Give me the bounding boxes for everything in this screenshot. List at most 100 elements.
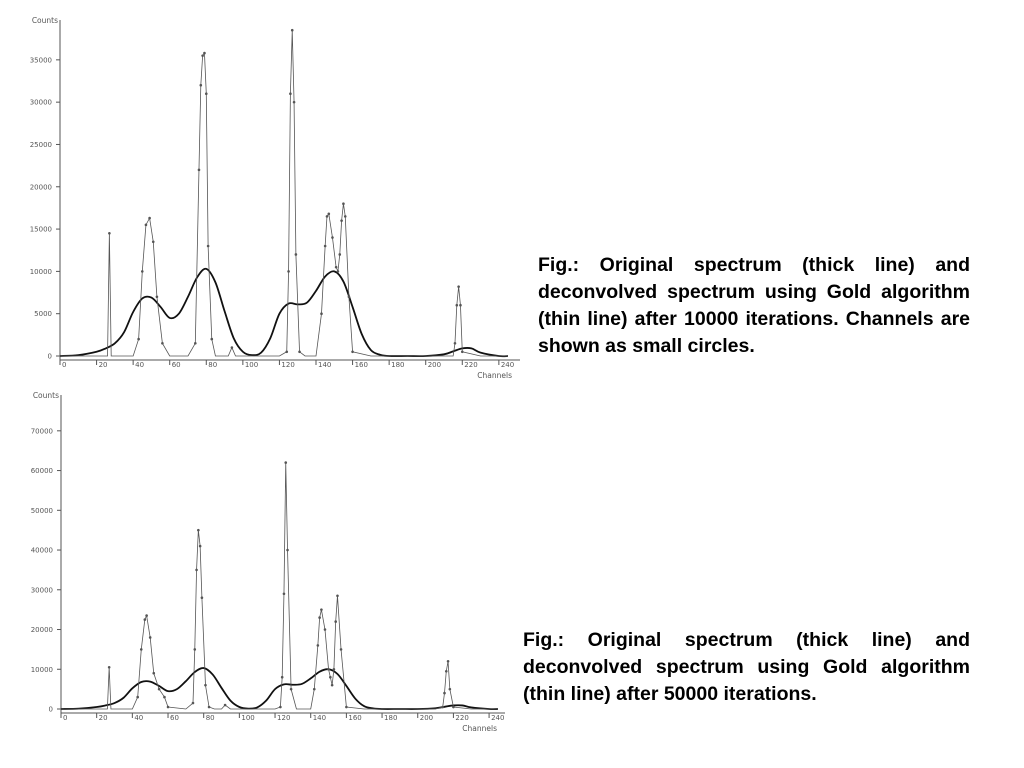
channel-point-marker (144, 223, 148, 227)
channel-point-marker (331, 236, 334, 239)
x-tick-label: 80 (208, 361, 217, 369)
channel-point-marker (137, 337, 140, 341)
channel-point-marker (327, 667, 330, 671)
channel-point-marker (336, 594, 339, 598)
x-tick-label: 180 (384, 714, 397, 722)
channel-point-marker (343, 215, 347, 218)
channel-point-marker (199, 83, 203, 87)
channel-point-marker (292, 100, 296, 104)
x-tick-label: 80 (206, 714, 215, 722)
spectrum-chart-50000-svg: 0 10000 20000 30000 40000 50000 60000 70000 0 20 4… (31, 391, 505, 733)
y-tick-label: 35000 (30, 56, 52, 64)
channel-point-marker (332, 667, 336, 671)
channel-point-marker (339, 648, 343, 651)
channel-point-marker (201, 54, 204, 57)
channel-point-marker (342, 202, 345, 205)
y-tick-label: 5000 (34, 310, 52, 318)
channel-point-marker (143, 618, 147, 621)
channel-point-marker (290, 28, 294, 32)
channel-point-marker (334, 620, 337, 623)
channel-point-marker (280, 675, 284, 679)
channel-point-marker (452, 705, 455, 709)
channel-point-marker (210, 337, 214, 341)
channel-point-marker (298, 350, 301, 354)
x-tick-label: 100 (241, 714, 254, 722)
y-tick-label: 50000 (31, 507, 53, 515)
channel-point-marker (206, 244, 210, 248)
channel-point-marker (155, 295, 159, 299)
channel-point-marker (197, 528, 200, 532)
y-tick-label: 30000 (30, 99, 52, 107)
channel-point-marker (194, 342, 197, 345)
channel-point-marker (286, 548, 289, 552)
channel-point-marker (282, 592, 286, 596)
channel-point-marker (446, 660, 450, 663)
figure-caption-10000: Fig.: Original spectrum (thick line) and… (538, 254, 970, 357)
channel-point-marker (294, 253, 298, 256)
deconvolved-spectrum-thin-line (61, 462, 498, 710)
x-tick-label: 20 (99, 361, 108, 369)
x-tick-label: 0 (63, 714, 67, 722)
channel-point-marker (285, 350, 289, 354)
channel-point-marker (444, 669, 448, 673)
channel-point-marker (455, 303, 459, 307)
y-axis-title: Counts (32, 16, 58, 25)
channel-point-marker (336, 270, 340, 273)
x-tick-label: 160 (355, 361, 368, 369)
channel-point-marker (330, 683, 334, 687)
x-tick-label: 220 (455, 714, 468, 722)
channel-point-marker (204, 683, 207, 687)
channel-point-marker (312, 687, 316, 691)
x-tick-label: 120 (281, 361, 294, 369)
channel-point-marker (443, 691, 446, 695)
channel-point-marker (441, 705, 445, 709)
y-tick-label: 0 (49, 706, 53, 714)
channel-point-marker (345, 705, 348, 709)
channel-point-marker (279, 705, 282, 709)
x-tick-label: 140 (318, 361, 331, 369)
channel-point-marker (198, 544, 202, 548)
channel-point-marker (107, 665, 111, 669)
channel-point-marker (289, 92, 292, 95)
spectrum-chart-10000-iterations: 0 5000 10000 15000 20000 25000 30000 35000 0 20 40… (0, 0, 530, 390)
channel-point-marker (148, 216, 151, 220)
x-tick-label: 40 (135, 361, 144, 369)
x-tick-label: 0 (62, 361, 66, 369)
channel-point-marker (230, 346, 234, 349)
channel-point-marker (195, 568, 198, 572)
deconvolved-spectrum-thin-line (60, 30, 508, 357)
channel-point-marker (193, 648, 197, 651)
x-tick-label: 40 (134, 714, 143, 722)
spectrum-chart-50000-iterations: 0 10000 20000 30000 40000 50000 60000 70000 0 20 4… (0, 385, 515, 745)
channel-point-marker (191, 701, 195, 705)
y-axis-title: Counts (33, 391, 59, 400)
channel-point-marker (347, 295, 351, 299)
channel-point-marker (284, 461, 288, 464)
channel-point-marker (223, 703, 227, 707)
figure-caption-50000: Fig.: Original spectrum (thick line) and… (523, 629, 970, 705)
channel-point-marker (136, 695, 139, 699)
channel-point-marker (197, 168, 201, 172)
x-tick-label: 220 (464, 361, 477, 369)
channel-point-marker (204, 92, 208, 95)
channel-point-marker (323, 628, 327, 631)
channel-point-marker (318, 616, 321, 619)
x-tick-label: 60 (170, 714, 179, 722)
channel-point-marker (351, 350, 354, 354)
channel-point-marker (327, 212, 331, 216)
channel-point-marker (334, 265, 338, 269)
channel-point-marker (325, 215, 329, 218)
x-tick-label: 200 (428, 361, 441, 369)
y-tick-label: 20000 (30, 183, 52, 191)
channel-point-marker (289, 687, 293, 691)
channel-point-marker (316, 644, 320, 647)
channel-point-marker (152, 671, 156, 675)
channel-point-marker (108, 232, 111, 235)
channel-point-marker (320, 608, 323, 611)
channel-point-marker (151, 240, 155, 244)
x-tick-label: 100 (245, 361, 258, 369)
x-axis-title: Channels (462, 724, 497, 733)
channel-point-marker (207, 705, 211, 709)
channel-point-marker (157, 687, 161, 691)
x-tick-label: 200 (420, 714, 433, 722)
